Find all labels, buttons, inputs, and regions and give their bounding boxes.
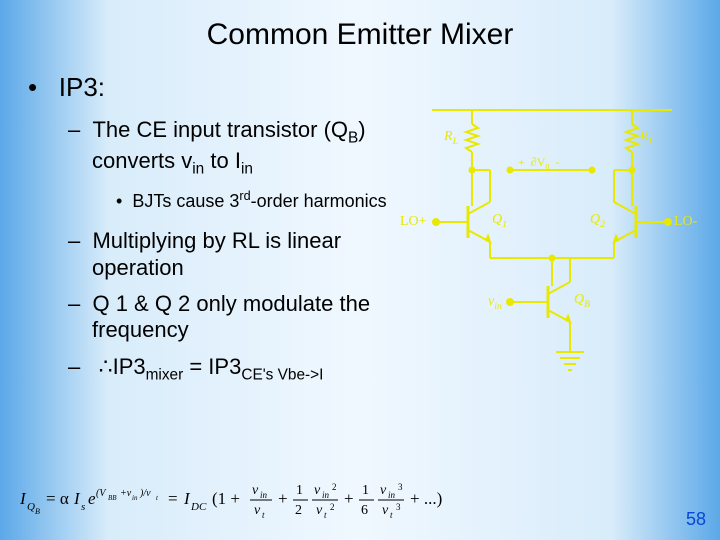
svg-text:t: t [156, 494, 159, 502]
bullet-ip3: • IP3: [28, 72, 398, 103]
svg-text:2: 2 [330, 502, 335, 512]
svg-text:(V: (V [96, 488, 107, 499]
svg-text:in: in [260, 490, 268, 500]
svg-text:2: 2 [295, 503, 302, 518]
svg-text:v: v [252, 483, 259, 498]
page-number: 58 [686, 509, 706, 530]
label-q1: Q1 [492, 212, 507, 230]
svg-text:v: v [382, 503, 389, 518]
label-q2: Q2 [590, 212, 605, 230]
svg-text:e: e [88, 489, 96, 508]
svg-text:t: t [324, 510, 327, 520]
svg-text:v: v [254, 503, 261, 518]
label-vout: + ∂V0 - [518, 155, 560, 171]
svg-text:(1 +: (1 + [212, 489, 240, 508]
svg-text:= α: = α [46, 489, 69, 508]
bullet-therefore: – ∴IP3mixer = IP3CE's Vbe->I [68, 354, 398, 385]
svg-text:+v: +v [120, 488, 132, 499]
svg-text:t: t [390, 510, 393, 520]
svg-text:1: 1 [362, 483, 369, 498]
circuit-diagram: RL RL + ∂V0 - LO+ LO- Q1 Q2 QB vin [392, 98, 712, 418]
content-area: • IP3: – The CE input transistor (QB) co… [28, 72, 398, 395]
svg-text:I: I [73, 489, 81, 508]
svg-text:+: + [344, 489, 354, 508]
svg-text:v: v [380, 483, 387, 498]
bullet-ce-input: – The CE input transistor (QB) converts … [68, 117, 398, 179]
svg-text:)/v: )/v [139, 488, 151, 499]
label-rl2: RL [640, 129, 654, 147]
label-lo-plus: LO+ [400, 214, 427, 230]
bullet-bjt: • BJTs cause 3rd-order harmonics [116, 189, 398, 213]
svg-text:t: t [262, 510, 265, 520]
svg-text:3: 3 [396, 502, 401, 512]
svg-text:=: = [168, 489, 178, 508]
svg-text:B: B [35, 507, 40, 516]
svg-text:2: 2 [332, 482, 337, 492]
svg-text:in: in [322, 490, 330, 500]
svg-text:in: in [132, 494, 138, 502]
bullet-rl: – Multiplying by RL is linear operation [68, 228, 398, 281]
label-qb: QB [574, 292, 590, 310]
label-lo-minus: LO- [674, 214, 697, 230]
svg-text:3: 3 [398, 482, 403, 492]
svg-text:6: 6 [361, 503, 368, 518]
svg-text:+: + [278, 489, 288, 508]
svg-text:v: v [316, 503, 323, 518]
svg-text:I: I [183, 489, 191, 508]
label-rl1: RL [444, 129, 458, 147]
svg-text:v: v [314, 483, 321, 498]
svg-text:I: I [20, 489, 27, 508]
slide-title: Common Emitter Mixer [0, 0, 720, 52]
svg-text:in: in [388, 490, 396, 500]
label-vin: vin [488, 294, 502, 312]
svg-text:Q: Q [27, 501, 35, 513]
svg-text:BB: BB [108, 494, 117, 502]
svg-text:DC: DC [190, 501, 207, 513]
bullet-ip3-text: IP3: [59, 72, 105, 102]
svg-text:1: 1 [296, 483, 303, 498]
svg-text:+ ...): + ...) [410, 489, 442, 508]
svg-text:s: s [81, 501, 85, 513]
equation-iqb: I Q B = α I s e (V BB +v in )/v t = I DC… [20, 474, 540, 522]
bullet-q1q2: – Q 1 & Q 2 only modulate the frequency [68, 291, 398, 344]
